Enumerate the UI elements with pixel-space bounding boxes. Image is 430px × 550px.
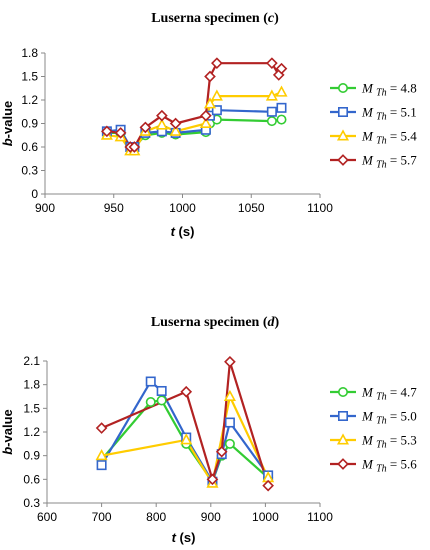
y-tick-label: 1.5 bbox=[21, 70, 38, 84]
x-tick-label: 950 bbox=[104, 201, 124, 215]
y-tick-label: 2.1 bbox=[23, 354, 40, 368]
data-point-square bbox=[211, 105, 222, 116]
data-point-circle bbox=[156, 395, 167, 406]
x-tick-label: 900 bbox=[35, 201, 55, 215]
y-tick-label: 0 bbox=[31, 187, 38, 201]
legend-label: M Th = 5.7 bbox=[361, 153, 417, 171]
data-point-triangle bbox=[180, 433, 193, 445]
chart-title: Luserna specimen (c) bbox=[151, 11, 279, 26]
data-point-square bbox=[224, 417, 235, 428]
data-point-triangle bbox=[203, 97, 217, 109]
legend-marker-square bbox=[337, 410, 348, 421]
data-point-diamond bbox=[215, 445, 228, 458]
legend-marker-circle bbox=[337, 386, 348, 397]
y-tick-label: 1.5 bbox=[23, 401, 40, 415]
series-line-diamond bbox=[101, 360, 270, 486]
legend-marker-triangle bbox=[336, 129, 350, 141]
y-tick-label: 1.2 bbox=[21, 93, 38, 107]
data-point-diamond bbox=[211, 57, 223, 70]
legend-label: M Th = 5.0 bbox=[361, 409, 417, 427]
x-tick-label: 1100 bbox=[307, 510, 333, 524]
data-point-diamond bbox=[114, 127, 127, 139]
data-point-triangle bbox=[265, 89, 278, 101]
data-point-triangle bbox=[155, 118, 168, 130]
data-point-square bbox=[276, 102, 287, 113]
legend-marker-square bbox=[337, 107, 348, 118]
legend-label: M Th = 4.8 bbox=[361, 81, 417, 99]
data-point-square bbox=[156, 385, 167, 396]
legend-marker-triangle bbox=[336, 433, 350, 445]
legend-label: M Th = 5.3 bbox=[361, 433, 417, 451]
data-point-circle bbox=[145, 397, 156, 408]
x-tick-label: 1050 bbox=[238, 201, 265, 215]
x-tick-label: 700 bbox=[92, 510, 112, 524]
data-point-diamond bbox=[101, 125, 113, 138]
legend-label: M Th = 5.4 bbox=[361, 129, 417, 147]
y-tick-label: 1.8 bbox=[23, 378, 40, 392]
x-tick-label: 600 bbox=[37, 510, 57, 524]
y-tick-label: 0.9 bbox=[21, 117, 38, 131]
data-point-circle bbox=[266, 116, 277, 127]
data-point-triangle bbox=[169, 124, 182, 136]
x-tick-label: 1000 bbox=[169, 201, 196, 215]
data-point-triangle bbox=[199, 116, 212, 128]
data-point-diamond bbox=[275, 62, 288, 75]
data-point-diamond bbox=[204, 70, 216, 83]
legend-label: M Th = 4.7 bbox=[361, 385, 417, 403]
data-point-diamond bbox=[169, 117, 182, 130]
y-tick-label: 0.6 bbox=[21, 140, 38, 154]
legend-label: M Th = 5.1 bbox=[361, 105, 417, 123]
x-tick-label: 800 bbox=[146, 510, 166, 524]
legend-marker-circle bbox=[337, 83, 348, 94]
chart-panel-2: Luserna specimen (d) 0.3 0.6 0.9 1.2 1.5 1.8 2.… bbox=[0, 315, 417, 545]
data-point-diamond bbox=[262, 479, 274, 492]
data-point-circle bbox=[224, 438, 235, 449]
data-point-diamond bbox=[206, 473, 219, 486]
y-tick-label: 0.9 bbox=[23, 449, 40, 463]
data-point-diamond bbox=[156, 109, 168, 122]
data-point-diamond bbox=[200, 109, 212, 122]
x-axis-label: t (s) bbox=[171, 224, 195, 239]
series-line-diamond bbox=[106, 62, 283, 149]
legend-marker-diamond bbox=[337, 154, 349, 166]
y-tick-label: 0.3 bbox=[21, 164, 38, 178]
y-axis-label: b-value bbox=[0, 101, 15, 147]
data-point-square bbox=[266, 106, 277, 117]
data-point-square bbox=[145, 376, 156, 387]
legend-label: M Th = 5.6 bbox=[361, 457, 417, 475]
data-point-diamond bbox=[224, 355, 236, 368]
data-point-diamond bbox=[180, 385, 193, 398]
x-axis-label: t (s) bbox=[172, 530, 196, 545]
data-point-triangle bbox=[275, 85, 288, 97]
legend-marker-diamond bbox=[337, 458, 349, 470]
y-tick-label: 0.6 bbox=[23, 472, 40, 486]
x-tick-label: 1100 bbox=[307, 201, 333, 215]
data-point-triangle bbox=[223, 389, 236, 402]
y-axis-label: b-value bbox=[0, 409, 15, 455]
x-tick-label: 1000 bbox=[252, 510, 279, 524]
y-tick-label: 1.2 bbox=[23, 425, 40, 439]
y-tick-label: 0.3 bbox=[23, 496, 40, 510]
data-point-diamond bbox=[95, 422, 108, 434]
data-point-triangle bbox=[210, 89, 223, 101]
data-point-triangle bbox=[95, 448, 108, 461]
chart-panel-1: Luserna specimen (c) 0 0.3 0.6 0.9 1.2 1.5 1.8 9… bbox=[0, 11, 417, 239]
data-point-diamond bbox=[139, 121, 152, 134]
x-tick-label: 900 bbox=[201, 510, 221, 524]
chart-title: Luserna specimen (d) bbox=[151, 315, 280, 330]
data-point-diamond bbox=[266, 57, 278, 70]
data-point-diamond bbox=[128, 141, 141, 153]
data-point-circle bbox=[276, 114, 287, 125]
y-tick-label: 1.8 bbox=[21, 46, 38, 60]
data-point-square bbox=[96, 460, 107, 471]
